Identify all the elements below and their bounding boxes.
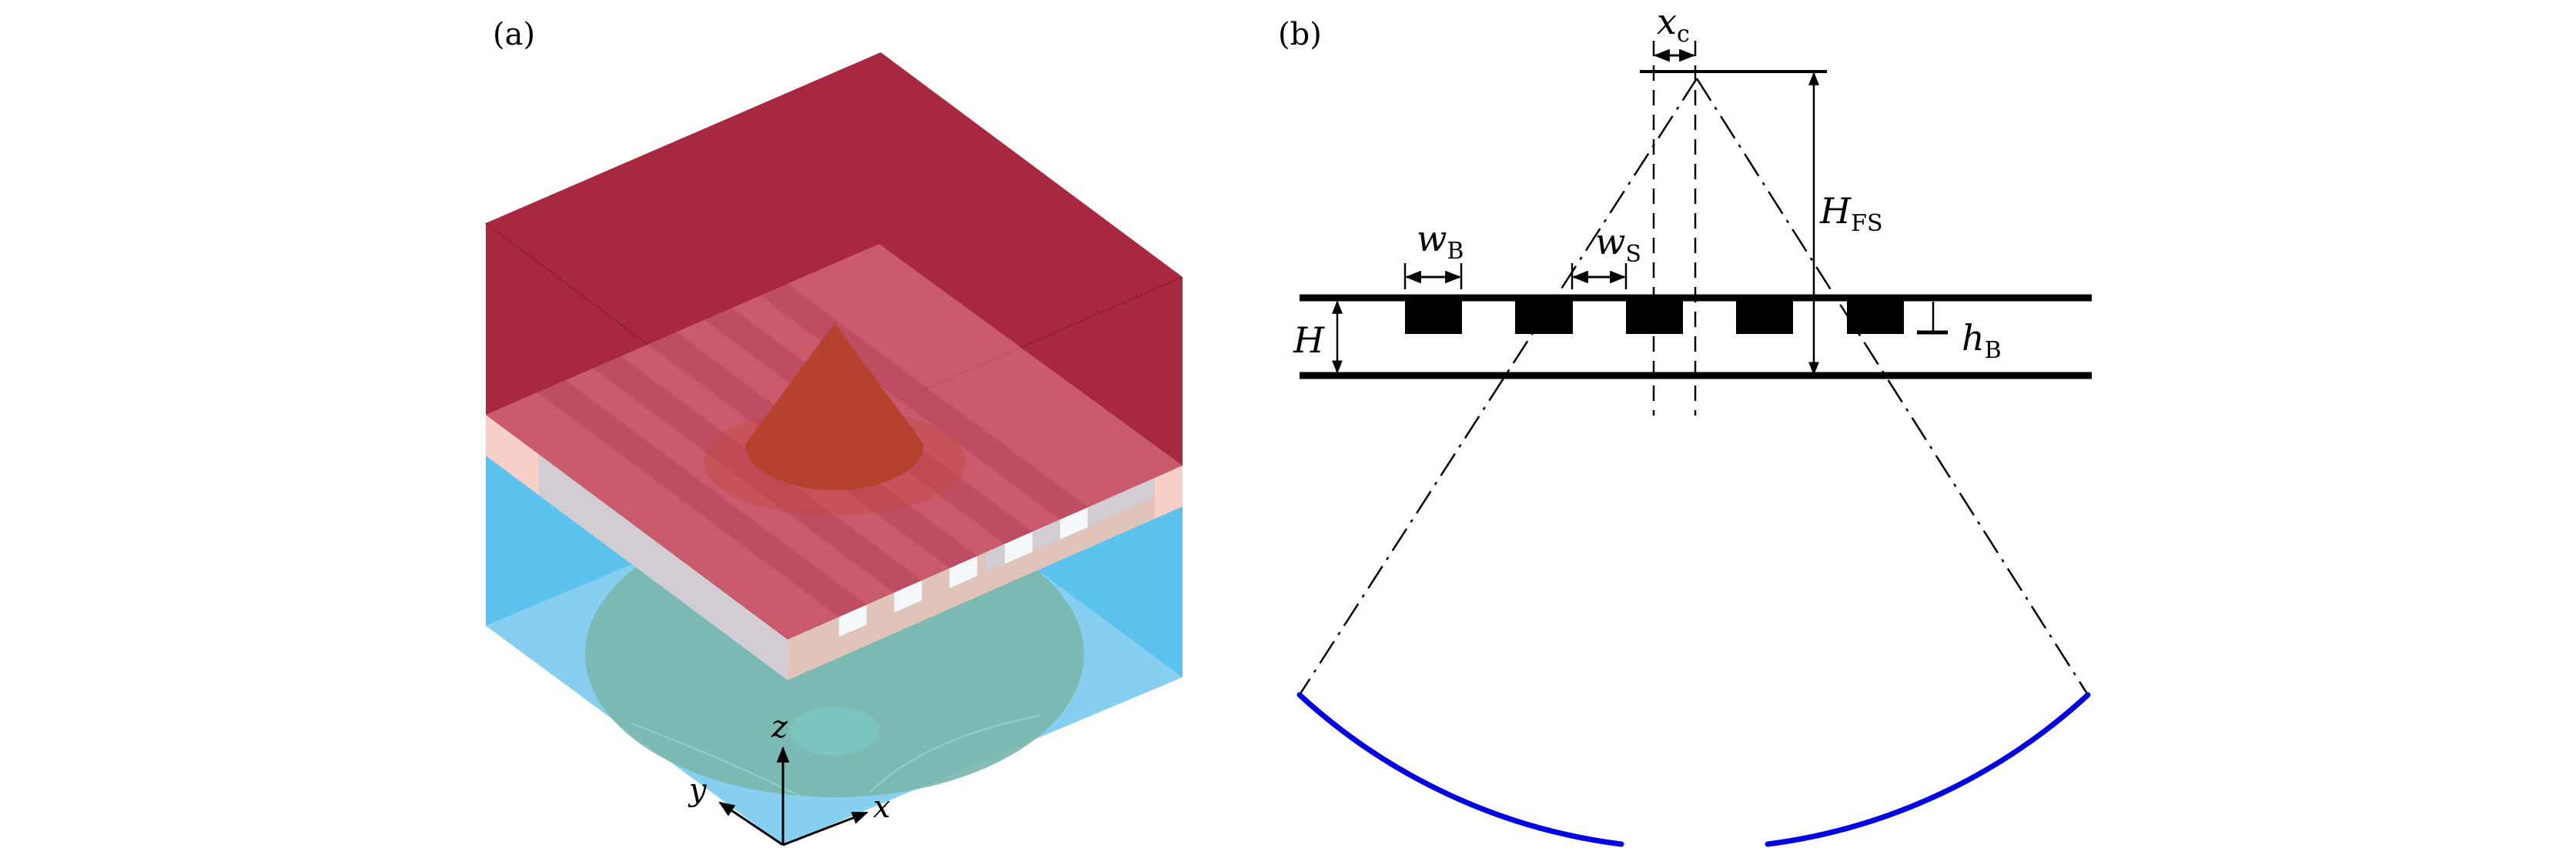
grating-ridge xyxy=(1405,298,1462,334)
center-dashed-lines xyxy=(1652,41,1697,416)
panel-b-label: (b) xyxy=(1278,17,1322,52)
panel-a: (a) z y x xyxy=(485,17,1183,846)
cone-boundary-lines xyxy=(1298,78,2089,696)
coordinate-axes xyxy=(718,746,868,846)
grating-ridge xyxy=(1515,298,1573,334)
grating-ridge xyxy=(1736,298,1793,334)
grating-stripe xyxy=(537,379,867,617)
grating-stripe xyxy=(592,356,922,593)
slab-left-face xyxy=(486,415,788,680)
panel-b: (b) xc HFS xyxy=(1278,1,2092,847)
grating-ridge-section xyxy=(1005,531,1033,564)
grating-ridge-section xyxy=(838,604,867,637)
h-label: H xyxy=(1293,319,1325,361)
grating-ridges xyxy=(1405,298,1904,334)
panel-a-label: (a) xyxy=(493,17,535,52)
hb-dimension xyxy=(1917,302,1948,335)
x-axis-arrow xyxy=(782,811,868,846)
x-axis-label: x xyxy=(873,790,891,825)
grating-ridge-section xyxy=(1059,507,1088,540)
xc-label: xc xyxy=(1657,1,1690,48)
wb-label: wB xyxy=(1417,218,1464,265)
hb-label: hB xyxy=(1962,317,2002,364)
slab-left-face-pink xyxy=(486,415,539,495)
emission-cone xyxy=(745,323,924,490)
hfs-label: HFS xyxy=(1819,190,1883,237)
detector-arc-right xyxy=(1765,692,2091,847)
ws-dimension xyxy=(1571,263,1628,289)
z-axis-label: z xyxy=(771,709,788,745)
detector-disk-inner xyxy=(790,706,879,756)
grating-ridge xyxy=(1847,298,1904,334)
detector-arc-left xyxy=(1296,692,1624,847)
wb-dimension xyxy=(1403,263,1463,289)
y-axis-arrow xyxy=(718,801,784,846)
grating-ridge-cross-sections xyxy=(838,507,1088,637)
ws-label: wS xyxy=(1595,221,1641,268)
grating-ridge xyxy=(1626,298,1683,334)
slab-right-face-pink xyxy=(1155,466,1183,519)
grating-ridge-section xyxy=(949,556,978,589)
y-axis-label: y xyxy=(687,773,708,808)
grating-ridge-section xyxy=(894,580,922,613)
